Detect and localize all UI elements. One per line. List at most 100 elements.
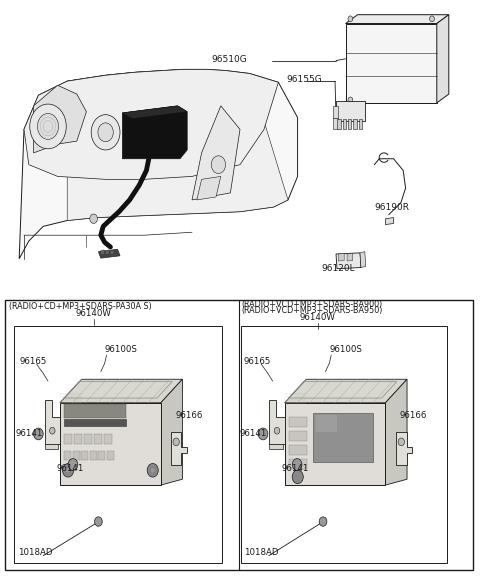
- Polygon shape: [34, 85, 86, 153]
- Polygon shape: [19, 69, 298, 259]
- Polygon shape: [64, 450, 71, 460]
- Circle shape: [150, 467, 155, 473]
- Circle shape: [211, 156, 226, 173]
- Text: 1018AD: 1018AD: [244, 549, 278, 557]
- Polygon shape: [64, 434, 72, 444]
- Polygon shape: [107, 450, 114, 460]
- Circle shape: [258, 428, 268, 440]
- Text: 96100S: 96100S: [329, 345, 362, 354]
- Text: 96166: 96166: [175, 412, 203, 420]
- Text: 96141: 96141: [57, 464, 84, 473]
- Text: 96190R: 96190R: [374, 203, 409, 212]
- Text: 96166: 96166: [400, 412, 427, 420]
- Polygon shape: [197, 176, 221, 200]
- Polygon shape: [337, 119, 341, 129]
- Circle shape: [274, 427, 280, 434]
- Text: 96165: 96165: [244, 357, 271, 366]
- Polygon shape: [288, 459, 307, 469]
- Circle shape: [430, 16, 434, 22]
- Polygon shape: [64, 405, 125, 417]
- Polygon shape: [316, 415, 337, 432]
- Polygon shape: [348, 119, 351, 129]
- Text: 96140W: 96140W: [300, 313, 336, 322]
- Circle shape: [348, 16, 353, 22]
- Polygon shape: [269, 444, 283, 449]
- Text: 96141: 96141: [15, 429, 43, 438]
- Circle shape: [49, 427, 55, 434]
- Text: (RADIO+VCD+MP3+SDARS-BA900): (RADIO+VCD+MP3+SDARS-BA900): [241, 300, 383, 309]
- Polygon shape: [343, 119, 346, 129]
- Polygon shape: [313, 413, 373, 462]
- Polygon shape: [45, 400, 60, 444]
- Polygon shape: [122, 106, 187, 119]
- Polygon shape: [396, 432, 412, 465]
- Circle shape: [173, 438, 180, 446]
- Circle shape: [292, 470, 303, 484]
- Text: 96155G: 96155G: [286, 75, 322, 84]
- Polygon shape: [437, 15, 449, 103]
- Polygon shape: [106, 250, 109, 255]
- Polygon shape: [67, 69, 288, 220]
- Polygon shape: [5, 300, 473, 570]
- Polygon shape: [333, 106, 338, 118]
- Polygon shape: [346, 24, 437, 103]
- Polygon shape: [171, 432, 187, 465]
- Circle shape: [37, 113, 59, 139]
- Circle shape: [95, 517, 102, 526]
- Text: 96141: 96141: [240, 429, 267, 438]
- Circle shape: [30, 104, 66, 149]
- Polygon shape: [74, 434, 82, 444]
- Text: 96120L: 96120L: [322, 264, 355, 273]
- Polygon shape: [64, 419, 125, 426]
- Circle shape: [147, 463, 158, 477]
- Polygon shape: [110, 250, 114, 255]
- Polygon shape: [269, 400, 285, 444]
- Polygon shape: [241, 326, 447, 563]
- Text: (RADIO+VCD+MP3+SDARS-BA950): (RADIO+VCD+MP3+SDARS-BA950): [241, 306, 383, 315]
- Polygon shape: [60, 379, 182, 403]
- Polygon shape: [336, 253, 361, 269]
- Text: 96140W: 96140W: [76, 309, 111, 318]
- Circle shape: [292, 459, 302, 470]
- Circle shape: [62, 463, 73, 477]
- Polygon shape: [122, 106, 187, 159]
- Polygon shape: [338, 253, 344, 261]
- Polygon shape: [285, 403, 385, 485]
- Polygon shape: [288, 417, 307, 427]
- Polygon shape: [104, 434, 112, 444]
- Polygon shape: [14, 326, 222, 563]
- Polygon shape: [94, 434, 102, 444]
- Text: 96165: 96165: [19, 357, 47, 366]
- Polygon shape: [45, 444, 59, 449]
- Polygon shape: [347, 253, 353, 261]
- Circle shape: [348, 97, 353, 103]
- Polygon shape: [288, 431, 307, 440]
- Polygon shape: [360, 252, 366, 268]
- Polygon shape: [81, 450, 88, 460]
- Circle shape: [34, 428, 43, 440]
- Polygon shape: [192, 106, 240, 200]
- Polygon shape: [385, 218, 394, 225]
- Polygon shape: [84, 434, 92, 444]
- Circle shape: [90, 214, 97, 223]
- Circle shape: [68, 459, 78, 470]
- Polygon shape: [101, 250, 104, 255]
- Polygon shape: [90, 450, 97, 460]
- Polygon shape: [359, 119, 362, 129]
- Circle shape: [66, 467, 71, 473]
- Text: (RADIO+CD+MP3+SDARS-PA30A S): (RADIO+CD+MP3+SDARS-PA30A S): [9, 302, 151, 310]
- Circle shape: [91, 115, 120, 150]
- Polygon shape: [385, 379, 407, 485]
- Text: 1018AD: 1018AD: [18, 549, 53, 557]
- Text: 96141: 96141: [281, 464, 309, 473]
- Polygon shape: [72, 450, 80, 460]
- Polygon shape: [353, 119, 357, 129]
- Polygon shape: [60, 403, 161, 485]
- Circle shape: [319, 517, 327, 526]
- Polygon shape: [24, 69, 278, 179]
- Polygon shape: [285, 379, 407, 403]
- Polygon shape: [333, 118, 338, 129]
- Text: 96100S: 96100S: [105, 345, 137, 354]
- Circle shape: [98, 123, 113, 142]
- Polygon shape: [288, 445, 307, 455]
